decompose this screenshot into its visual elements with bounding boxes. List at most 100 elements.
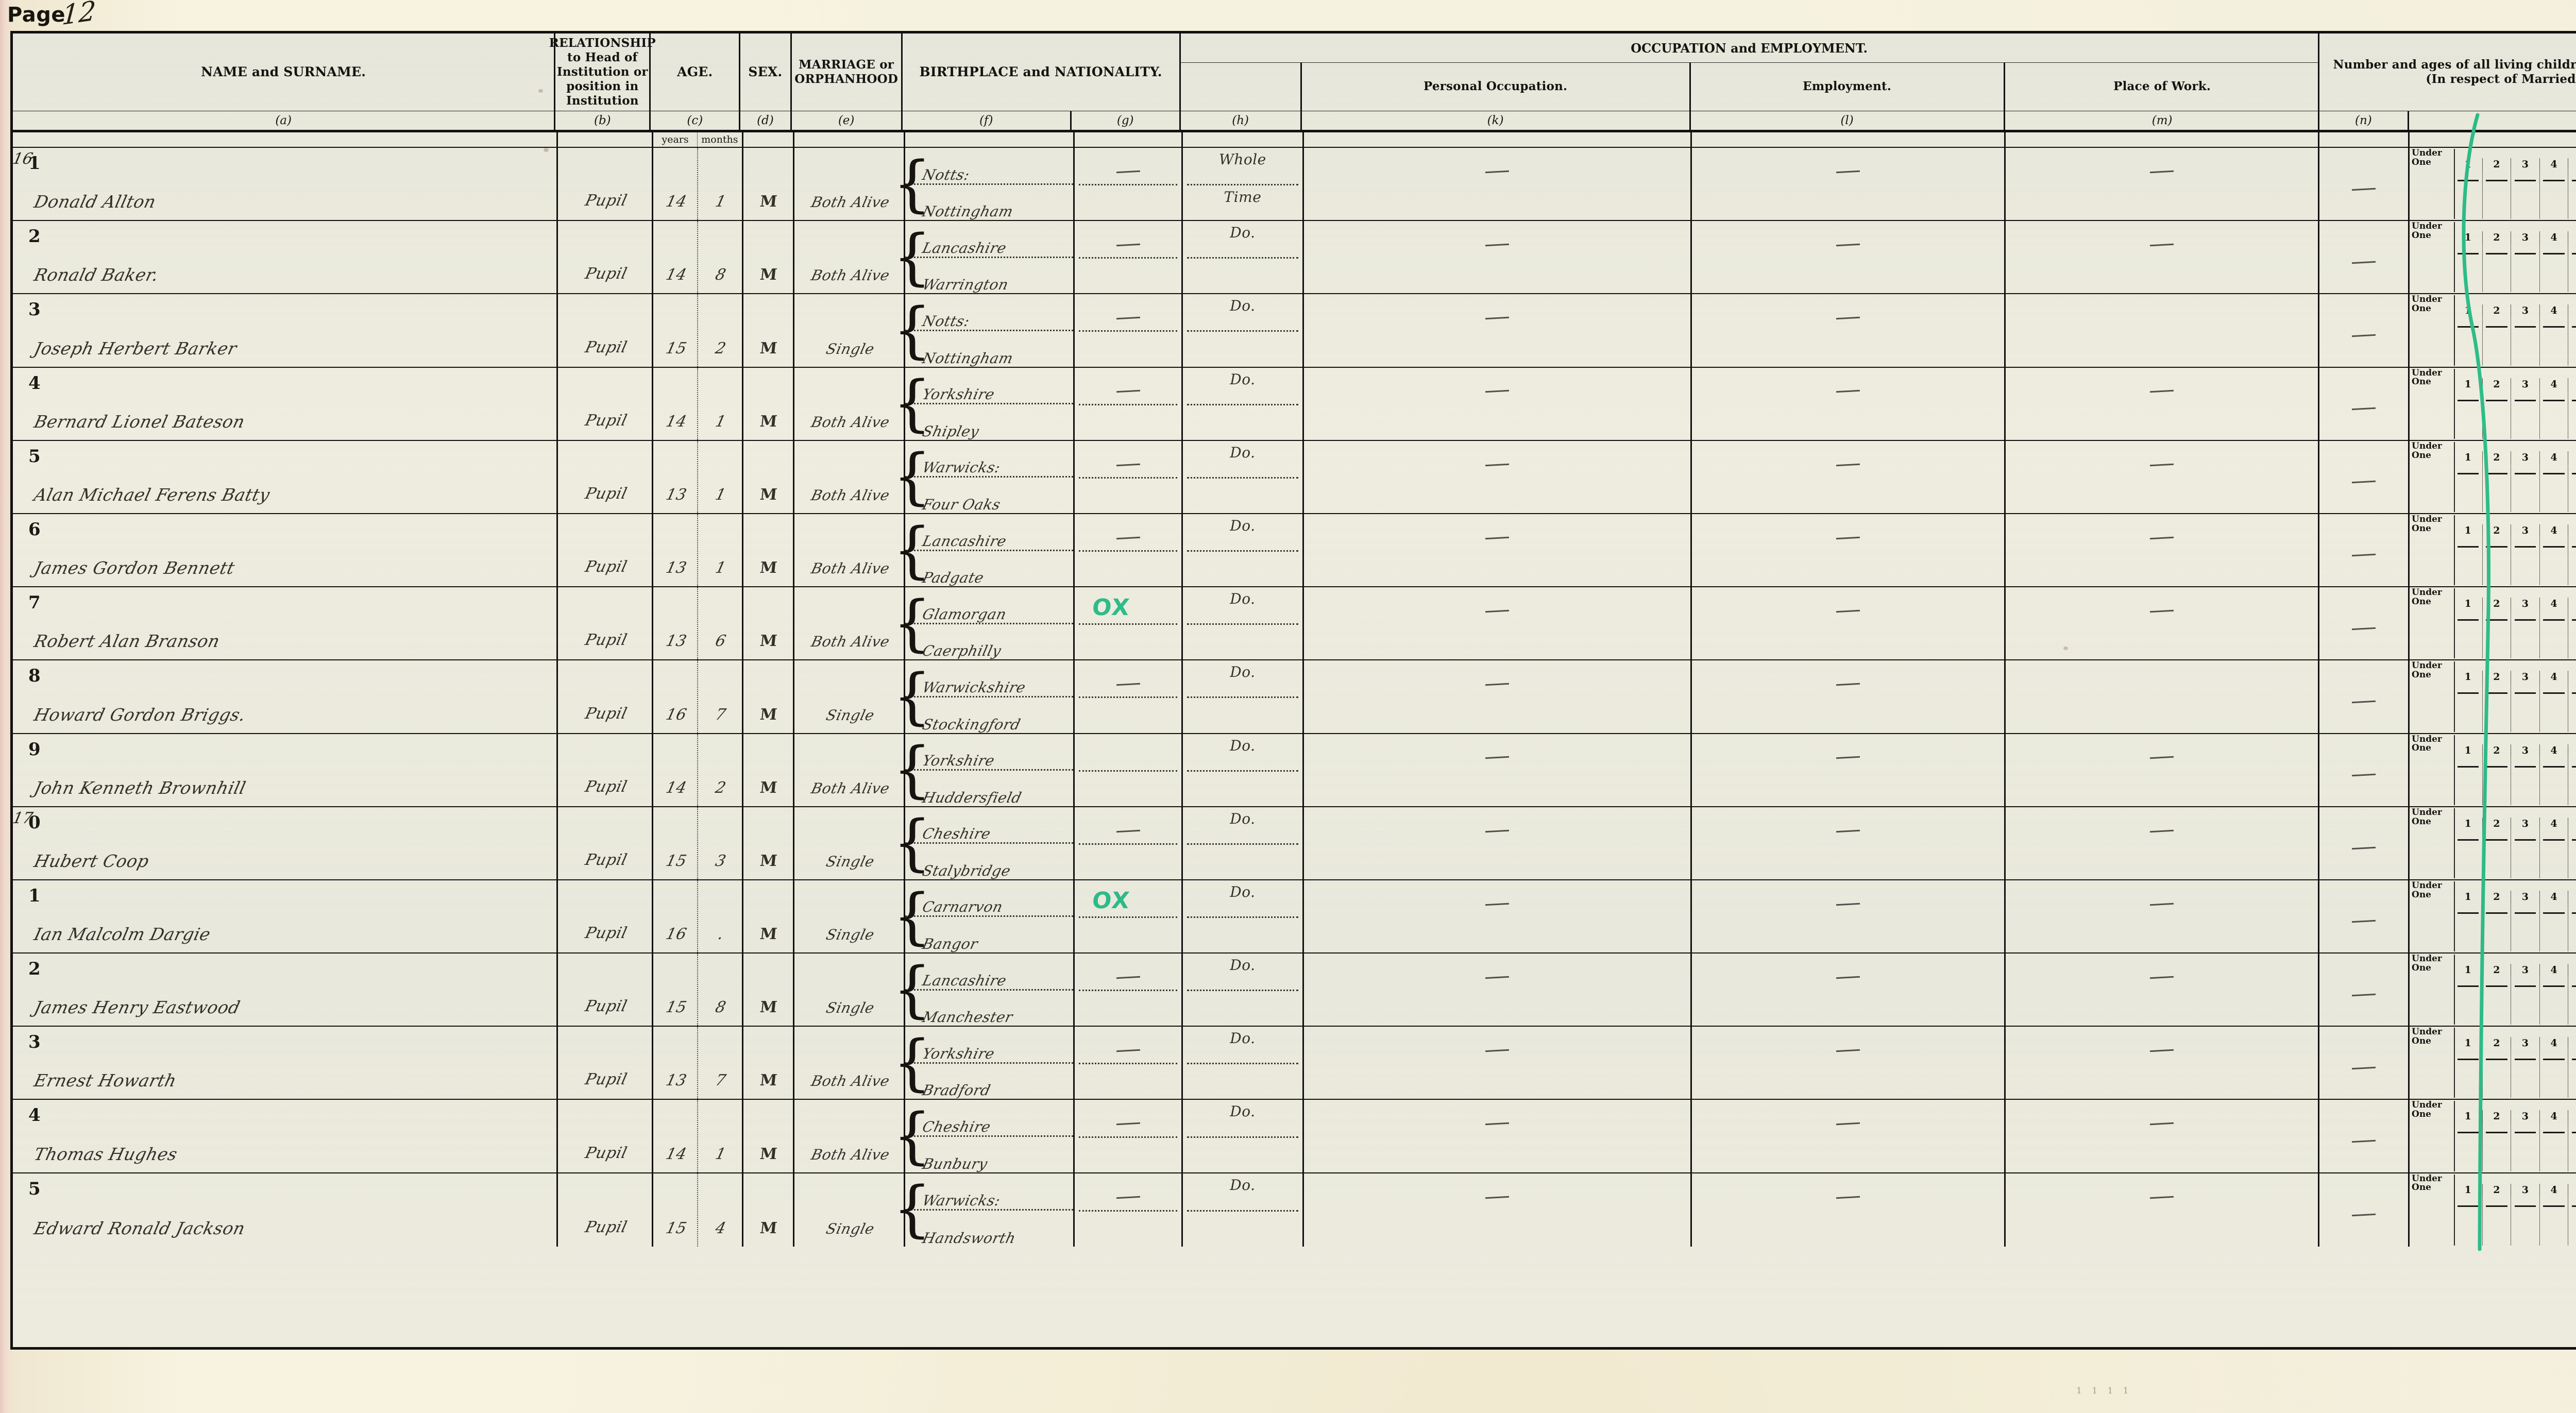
- cell-children-count[interactable]: [2319, 1100, 2410, 1172]
- children-age-slot[interactable]: [2511, 1049, 2540, 1098]
- children-age-slot[interactable]: [2483, 903, 2512, 952]
- cell-children-ages[interactable]: UnderOneAge last birthday123456789101112…: [2410, 1173, 2576, 1247]
- cell-place-of-work[interactable]: [2006, 880, 2320, 953]
- cell-age[interactable]: 13 7: [653, 1027, 743, 1099]
- children-age-slot[interactable]: [2568, 683, 2576, 731]
- cell-occupation-h[interactable]: Do.: [1183, 807, 1304, 879]
- cell-occupation-h[interactable]: Do.: [1183, 880, 1304, 953]
- children-age-slot[interactable]: [2540, 976, 2569, 1025]
- cell-birthplace[interactable]: {Yorkshire Huddersfield: [893, 734, 1075, 806]
- cell-place-of-work[interactable]: [2006, 440, 2320, 513]
- cell-personal-occupation[interactable]: [1304, 954, 1692, 1026]
- children-age-slot[interactable]: [2483, 171, 2512, 219]
- cell-personal-occupation[interactable]: [1304, 1173, 1692, 1247]
- cell-birthplace[interactable]: {Cheshire Bunbury: [893, 1100, 1075, 1172]
- cell-personal-occupation[interactable]: [1304, 587, 1692, 660]
- cell-children-ages[interactable]: UnderOneAge last birthday123456789101112…: [2410, 807, 2576, 879]
- cell-name[interactable]: 4 Thomas Hughes: [13, 1100, 558, 1172]
- children-age-slot[interactable]: [2483, 829, 2512, 878]
- cell-sex[interactable]: M: [743, 514, 795, 587]
- children-age-slot[interactable]: [2454, 317, 2483, 366]
- cell-nationality[interactable]: [1075, 1173, 1183, 1247]
- cell-occupation-h[interactable]: Do.: [1183, 367, 1304, 440]
- table-row[interactable]: 7 Robert Alan Branson Pupil 13 6 M Both Alive{…: [13, 587, 2576, 661]
- cell-children-count[interactable]: [2319, 148, 2410, 220]
- cell-relationship[interactable]: Pupil: [558, 1027, 653, 1099]
- cell-occupation-h[interactable]: Do.: [1183, 514, 1304, 587]
- children-age-slot[interactable]: [2483, 1196, 2512, 1246]
- cell-nationality[interactable]: OX: [1075, 587, 1183, 660]
- children-age-slot[interactable]: [2568, 1049, 2576, 1098]
- children-age-slot[interactable]: [2511, 1196, 2540, 1246]
- cell-employment[interactable]: [1692, 294, 2006, 367]
- cell-occupation-h[interactable]: Do.: [1183, 954, 1304, 1026]
- children-age-slot[interactable]: [2483, 1049, 2512, 1098]
- cell-name[interactable]: 8 Howard Gordon Briggs.: [13, 660, 558, 733]
- cell-children-count[interactable]: [2319, 807, 2410, 879]
- children-age-slot[interactable]: [2568, 903, 2576, 951]
- cell-nationality[interactable]: [1075, 148, 1183, 220]
- cell-nationality[interactable]: [1075, 734, 1183, 806]
- cell-relationship[interactable]: Pupil: [558, 1100, 653, 1172]
- cell-marriage[interactable]: Both Alive: [794, 440, 906, 513]
- cell-employment[interactable]: [1692, 221, 2006, 294]
- cell-relationship[interactable]: Pupil: [558, 221, 653, 294]
- cell-children-count[interactable]: [2319, 734, 2410, 806]
- children-age-slot[interactable]: [2511, 244, 2540, 293]
- cell-occupation-h[interactable]: Do.: [1183, 1173, 1304, 1247]
- cell-sex[interactable]: M: [743, 148, 795, 220]
- cell-place-of-work[interactable]: [2006, 514, 2320, 587]
- children-age-slot[interactable]: [2454, 244, 2483, 293]
- cell-children-ages[interactable]: UnderOneAge last birthday123456789101112…: [2410, 148, 2576, 220]
- children-age-slot[interactable]: [2511, 610, 2540, 659]
- children-age-slot[interactable]: [2483, 463, 2512, 512]
- children-age-slot[interactable]: [2454, 683, 2483, 732]
- cell-birthplace[interactable]: {Lancashire Manchester: [893, 954, 1075, 1026]
- cell-personal-occupation[interactable]: [1304, 807, 1692, 879]
- table-row[interactable]: 1 Ian Malcolm Dargie Pupil 16. M Single {Carna…: [13, 880, 2576, 954]
- cell-marriage[interactable]: Both Alive: [794, 514, 906, 587]
- cell-place-of-work[interactable]: [2006, 734, 2320, 806]
- cell-nationality[interactable]: [1075, 514, 1183, 587]
- cell-personal-occupation[interactable]: [1304, 734, 1692, 806]
- cell-place-of-work[interactable]: [2006, 587, 2320, 660]
- cell-name[interactable]: 5 Alan Michael Ferens Batty: [13, 440, 558, 513]
- cell-employment[interactable]: [1692, 148, 2006, 220]
- children-age-slot[interactable]: [2568, 317, 2576, 365]
- cell-occupation-h[interactable]: Do.: [1183, 440, 1304, 513]
- children-age-slot[interactable]: [2568, 830, 2576, 878]
- children-age-slot[interactable]: [2454, 463, 2483, 512]
- cell-name[interactable]: 4 Bernard Lionel Bateson: [13, 367, 558, 440]
- cell-relationship[interactable]: Pupil: [558, 440, 653, 513]
- cell-employment[interactable]: [1692, 1173, 2006, 1247]
- cell-place-of-work[interactable]: [2006, 221, 2320, 294]
- cell-birthplace[interactable]: {Yorkshire Bradford: [893, 1027, 1075, 1099]
- children-age-slot[interactable]: [2454, 976, 2483, 1025]
- cell-birthplace[interactable]: {Warwicks: Handsworth: [893, 1173, 1075, 1247]
- cell-birthplace[interactable]: {Carnarvon Bangor: [893, 880, 1075, 953]
- cell-relationship[interactable]: Pupil: [558, 954, 653, 1026]
- cell-employment[interactable]: [1692, 660, 2006, 733]
- cell-relationship[interactable]: Pupil: [558, 807, 653, 879]
- children-age-slot[interactable]: [2540, 903, 2569, 952]
- children-age-slot[interactable]: [2540, 1122, 2569, 1171]
- cell-place-of-work[interactable]: [2006, 294, 2320, 367]
- cell-sex[interactable]: M: [743, 367, 795, 440]
- cell-personal-occupation[interactable]: [1304, 1100, 1692, 1172]
- cell-children-ages[interactable]: UnderOneAge last birthday123456789101112…: [2410, 954, 2576, 1026]
- cell-nationality[interactable]: [1075, 807, 1183, 879]
- children-age-slot[interactable]: [2511, 390, 2540, 439]
- children-age-slot[interactable]: [2568, 464, 2576, 512]
- cell-personal-occupation[interactable]: [1304, 148, 1692, 220]
- children-age-slot[interactable]: [2568, 1122, 2576, 1171]
- children-age-slot[interactable]: [2511, 463, 2540, 512]
- children-age-slot[interactable]: [2511, 976, 2540, 1025]
- cell-children-ages[interactable]: UnderOneAge last birthday123456789101112…: [2410, 734, 2576, 806]
- children-age-slot[interactable]: [2511, 903, 2540, 952]
- cell-birthplace[interactable]: {Cheshire Stalybridge: [893, 807, 1075, 879]
- children-age-slot[interactable]: [2568, 1196, 2576, 1246]
- cell-children-count[interactable]: [2319, 1027, 2410, 1099]
- cell-children-count[interactable]: [2319, 440, 2410, 513]
- cell-employment[interactable]: [1692, 514, 2006, 587]
- cell-personal-occupation[interactable]: [1304, 880, 1692, 953]
